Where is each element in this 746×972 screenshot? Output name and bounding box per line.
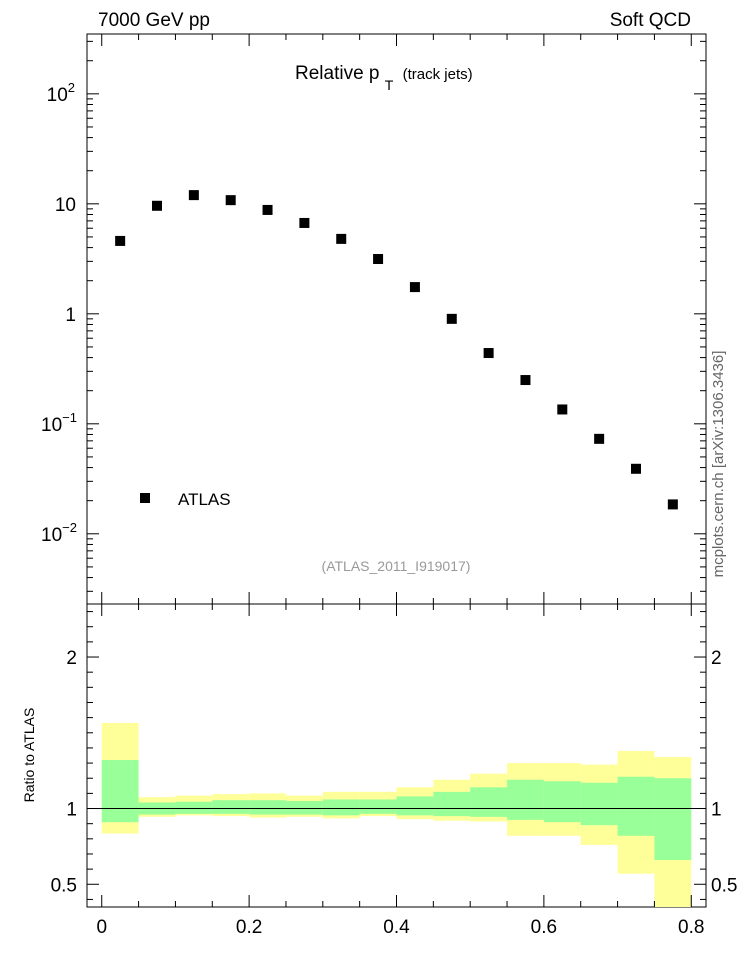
ratio-y-tick-label-right: 0.5: [711, 875, 737, 896]
plot-title-subscript: T: [385, 77, 394, 93]
atlas-data-point: [483, 348, 494, 359]
ratio-x-axis: 0 0.2 0.4 0.6 0.8: [96, 604, 704, 938]
legend-label: ATLAS: [178, 490, 231, 509]
atlas-data-point: [630, 463, 641, 474]
main-plot-frame: [86, 33, 707, 605]
analysis-id-label: (ATLAS_2011_I919017): [322, 558, 471, 574]
plot-title-suffix: (track jets): [403, 66, 473, 83]
mcplots-side-label: mcplots.cern.ch [arXiv:1306.3436]: [710, 351, 727, 578]
ratio-y-axis-label: Ratio to ATLAS: [21, 708, 37, 803]
ratio-y-tick-label: 0.5: [51, 875, 77, 896]
main-y-tick-label-exponent: 2: [68, 80, 75, 95]
ratio-y-tick-label-right: 1: [711, 800, 722, 821]
atlas-data-point: [446, 313, 457, 324]
atlas-data-point: [115, 235, 126, 246]
ratio-band-inner: [433, 791, 471, 817]
plot-title-main: Relative p: [295, 63, 380, 84]
ratio-y-axis: 0.5 0.5 1 1 2 2: [51, 611, 737, 900]
ratio-band-inner: [212, 800, 250, 814]
main-y-tick-label-exponent: −2: [62, 520, 77, 535]
atlas-data-point: [557, 404, 568, 415]
ratio-band-inner: [654, 778, 692, 861]
atlas-data-point: [667, 499, 678, 510]
ratio-band-inner: [580, 782, 618, 826]
atlas-data-point: [188, 190, 199, 201]
atlas-data-point: [299, 217, 310, 228]
ratio-band-inner: [285, 800, 323, 815]
header-right-label: Soft QCD: [610, 10, 691, 31]
ratio-plot-frame: [86, 603, 707, 908]
main-y-tick-label: 10: [55, 195, 76, 216]
ratio-band-inner: [322, 799, 360, 816]
atlas-data-points: [115, 190, 678, 510]
ratio-band-inner: [543, 781, 581, 823]
ratio-band-inner: [249, 800, 286, 815]
ratio-band-inner: [617, 776, 655, 836]
main-x-axis-ticks: [101, 34, 692, 604]
ratio-x-tick-label: 0.2: [236, 917, 262, 938]
plot-title: Relative p T (track jets): [295, 63, 473, 95]
header-left-label: 7000 GeV pp: [98, 10, 210, 31]
main-y-tick-label-base: 10: [47, 85, 68, 106]
ratio-band-inner: [507, 779, 544, 820]
ratio-y-tick-label: 1: [66, 800, 77, 821]
ratio-x-tick-label: 0.8: [678, 917, 704, 938]
main-y-tick-label: 1: [65, 305, 76, 326]
ratio-y-tick-label: 2: [66, 648, 77, 669]
ratio-band-inner: [101, 760, 139, 823]
main-y-tick-label-base: 10: [41, 525, 62, 546]
main-y-tick-label: 102: [47, 80, 75, 106]
atlas-data-point: [336, 233, 347, 244]
ratio-x-tick-label: 0: [96, 917, 107, 938]
ratio-band-inner: [470, 787, 508, 817]
main-y-tick-label-base: 1: [65, 305, 76, 326]
atlas-data-point: [262, 204, 273, 215]
main-y-tick-label-exponent: −1: [62, 410, 77, 425]
atlas-data-point: [520, 375, 531, 386]
ratio-y-tick-label-right: 2: [711, 648, 722, 669]
atlas-data-point: [409, 282, 420, 293]
main-y-tick-label-base: 10: [55, 195, 76, 216]
main-y-tick-label: 10−2: [41, 520, 77, 546]
atlas-data-point: [594, 433, 605, 444]
main-y-tick-label: 10−1: [41, 410, 77, 436]
legend-marker: [140, 493, 150, 503]
atlas-data-point: [373, 254, 384, 265]
main-y-tick-label-base: 10: [41, 415, 62, 436]
ratio-band-inner: [175, 801, 213, 814]
ratio-band-inner-group: [101, 760, 692, 861]
ratio-band-inner: [359, 799, 397, 814]
atlas-data-point: [152, 200, 163, 211]
atlas-data-point: [225, 195, 236, 206]
ratio-band-inner: [396, 796, 434, 816]
ratio-x-tick-label: 0.6: [531, 917, 557, 938]
ratio-x-tick-label: 0.4: [383, 917, 410, 938]
